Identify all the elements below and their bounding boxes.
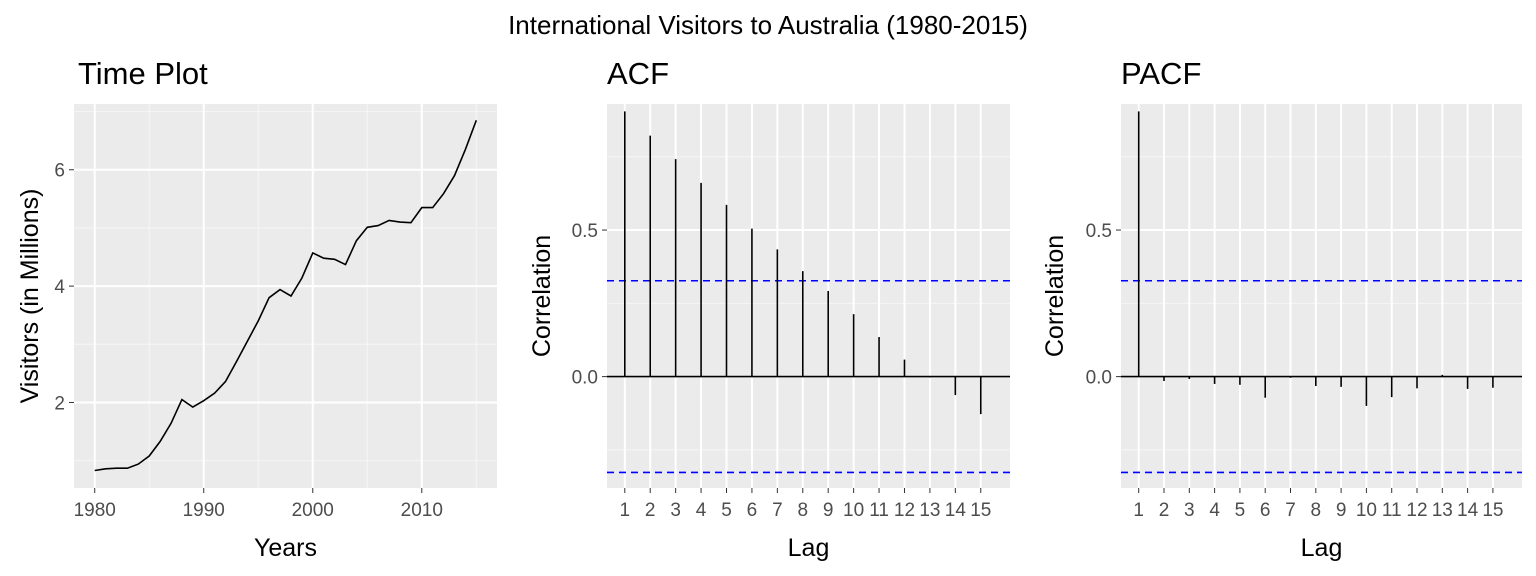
figure-title: International Visitors to Australia (198… [508,10,1028,40]
plot-background [74,104,497,488]
y-axis-label: Correlation [528,235,556,357]
y-tick-label: 0.0 [572,368,598,389]
x-tick-label: 2000 [292,500,334,521]
x-tick-label: 2 [645,500,656,521]
x-tick-label: 2010 [401,500,443,521]
x-tick-label: 14 [945,500,967,521]
y-tick-label: 2 [54,393,65,414]
x-axis-label: Lag [1301,534,1343,562]
x-tick-label: 3 [670,500,681,521]
panel-time-plot: Time Plot 1980 1990 2000 2010 2 4 6 Years Visitor… [16,56,497,562]
y-tick-label: 0.5 [572,221,598,242]
x-axis-label: Lag [788,534,830,562]
y-tick-label: 0.0 [1086,368,1112,389]
y-tick-label: 4 [54,277,65,298]
x-tick-label: 13 [919,500,940,521]
series-line [94,120,478,472]
y-axis-label: Visitors (in Millions) [16,189,44,404]
x-tick-label: 4 [1209,500,1220,521]
panel-title: ACF [607,56,669,91]
x-tick-label: 10 [843,500,864,521]
x-tick-label: 9 [823,500,834,521]
x-tick-label: 1990 [183,500,225,521]
x-tick-label: 12 [1406,500,1427,521]
x-tick-label: 15 [970,500,991,521]
x-tick-label: 11 [869,500,889,521]
x-tick-label: 5 [1235,500,1246,521]
y-tick-label: 6 [54,161,65,182]
x-tick-label: 7 [1285,500,1296,521]
x-tick-label: 14 [1457,500,1479,521]
x-tick-label: 7 [772,500,783,521]
x-tick-label: 1 [620,500,631,521]
y-axis-label: Correlation [1041,235,1069,357]
panel-title: Time Plot [78,56,208,91]
x-tick-label: 1980 [74,500,116,521]
panel-title: PACF [1121,56,1201,91]
x-tick-label: 8 [797,500,808,521]
x-tick-label: 1 [1133,500,1144,521]
x-tick-label: 9 [1336,500,1347,521]
x-tick-label: 12 [894,500,915,521]
x-tick-label: 5 [721,500,732,521]
x-tick-label: 2 [1159,500,1170,521]
y-tick-label: 0.5 [1086,221,1112,242]
x-tick-label: 6 [1260,500,1271,521]
plot-background [1121,104,1522,488]
panels: Time Plot 1980 1990 2000 2010 2 4 6 Years Visitor… [16,56,1522,562]
x-tick-label: 4 [696,500,707,521]
x-tick-label: 13 [1432,500,1453,521]
x-tick-label: 10 [1356,500,1377,521]
x-tick-label: 8 [1311,500,1322,521]
x-tick-label: 11 [1382,500,1402,521]
plot-background [607,104,1010,488]
x-tick-label: 3 [1184,500,1195,521]
x-tick-label: 6 [747,500,758,521]
x-tick-label: 15 [1482,500,1503,521]
x-axis-label: Years [254,534,317,562]
